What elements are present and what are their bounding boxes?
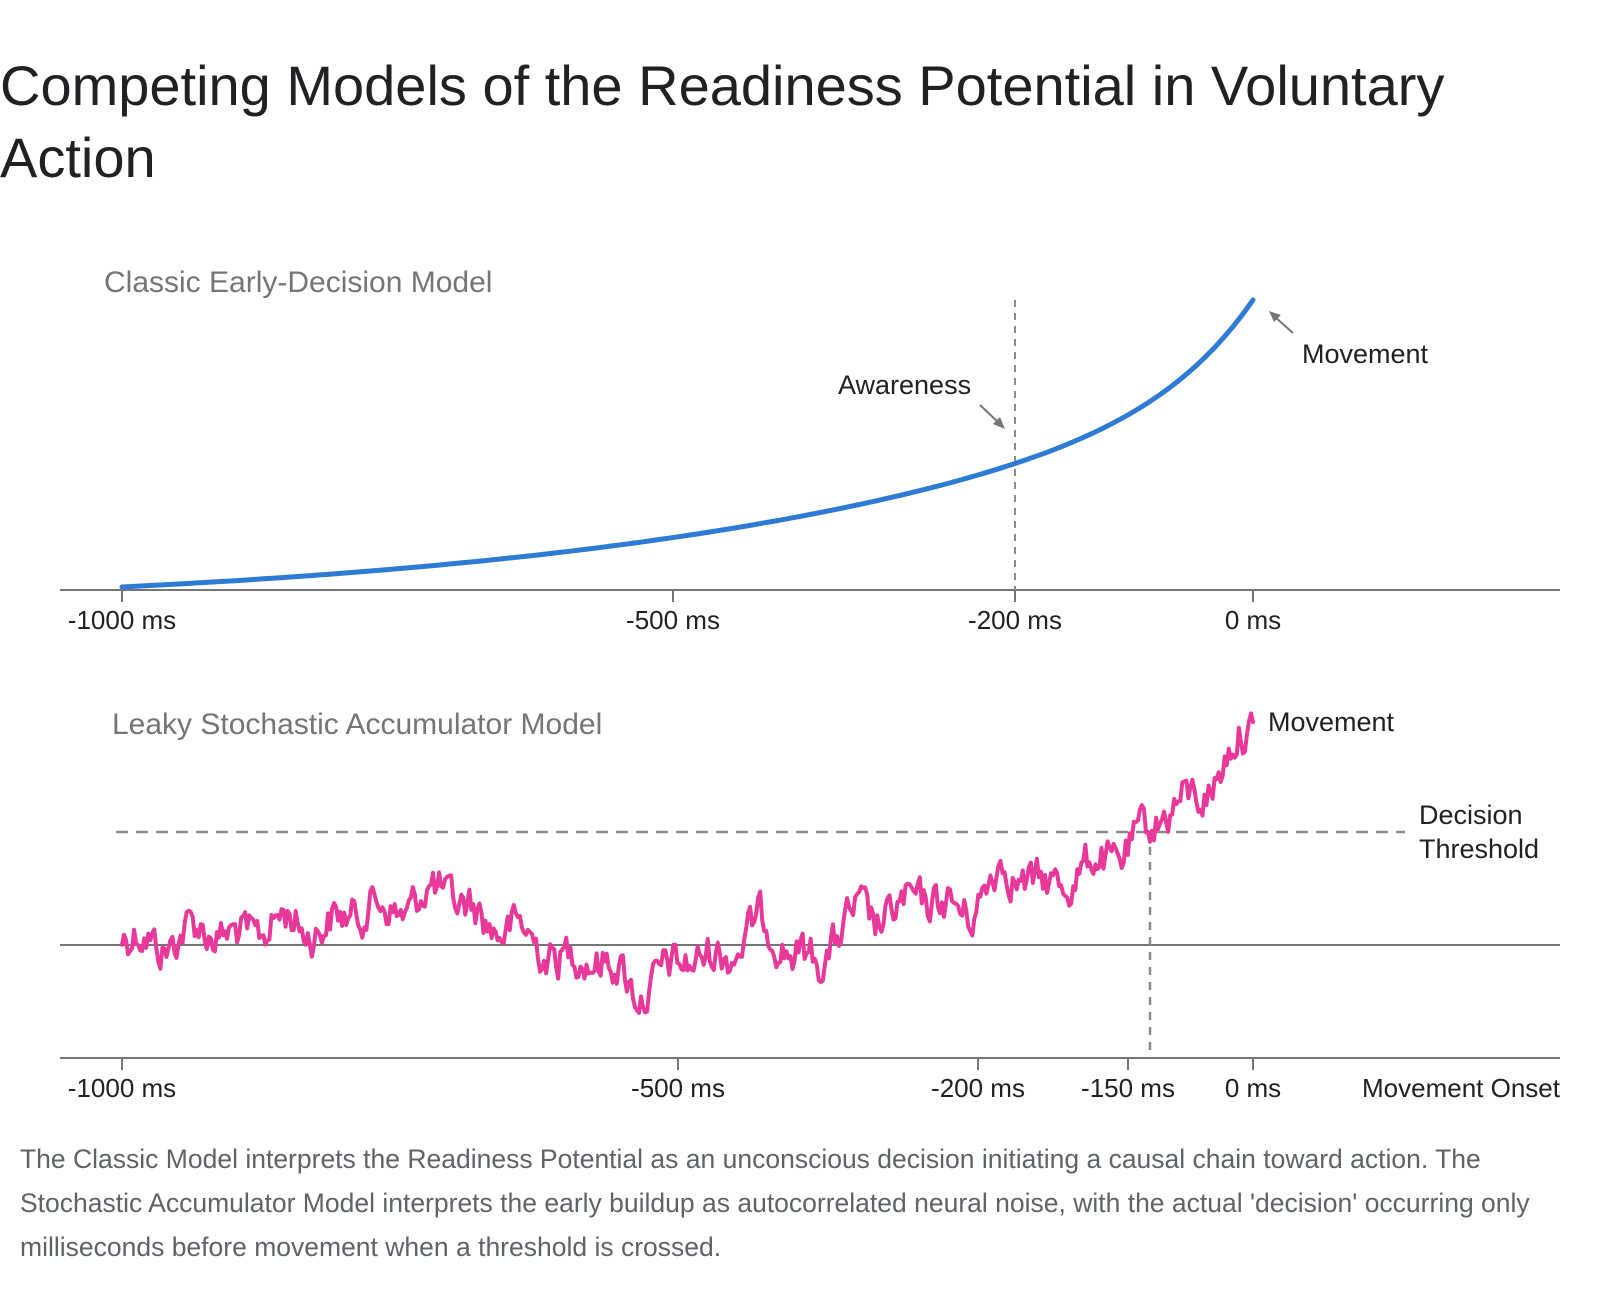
movement-onset-label: Movement Onset: [1362, 1073, 1561, 1103]
classic-tick-label: -500 ms: [626, 605, 720, 635]
classic-axis-ticks: -1000 ms -500 ms -200 ms 0 ms: [68, 590, 1281, 635]
accumulator-panel-title: Leaky Stochastic Accumulator Model: [112, 708, 602, 741]
classic-movement-label: Movement: [1302, 339, 1429, 369]
classic-tick-label: -1000 ms: [68, 605, 176, 635]
threshold-label-line2: Threshold: [1419, 834, 1539, 864]
classic-panel-title: Classic Early-Decision Model: [104, 266, 492, 299]
classic-rp-curve: [119, 297, 1256, 590]
classic-tick-label: 0 ms: [1225, 605, 1281, 635]
classic-tick-label: -200 ms: [968, 605, 1062, 635]
page-title: Competing Models of the Readiness Potent…: [0, 54, 1445, 189]
accumulator-tick-label: -1000 ms: [68, 1073, 176, 1103]
figure-caption: The Classic Model interprets the Readine…: [20, 1144, 1530, 1262]
awareness-arrowhead: [993, 417, 1005, 429]
accumulator-axis-ticks: -1000 ms -500 ms -200 ms -150 ms 0 ms: [68, 1058, 1281, 1103]
accumulator-tick-label: 0 ms: [1225, 1073, 1281, 1103]
accumulator-tick-label: -150 ms: [1081, 1073, 1175, 1103]
threshold-label-line1: Decision: [1419, 800, 1523, 830]
accumulator-panel: Leaky Stochastic Accumulator Model -1000…: [60, 707, 1561, 1103]
classic-movement-arrowhead: [1269, 311, 1281, 322]
awareness-label: Awareness: [838, 370, 971, 400]
classic-panel: Classic Early-Decision Model -1000 ms -50…: [60, 266, 1560, 635]
accumulator-tick-label: -200 ms: [931, 1073, 1025, 1103]
accumulator-noise-trace: [120, 711, 1255, 1015]
accumulator-tick-label: -500 ms: [631, 1073, 725, 1103]
accumulator-movement-label: Movement: [1268, 707, 1395, 737]
classic-movement-arrow: [1274, 316, 1294, 334]
